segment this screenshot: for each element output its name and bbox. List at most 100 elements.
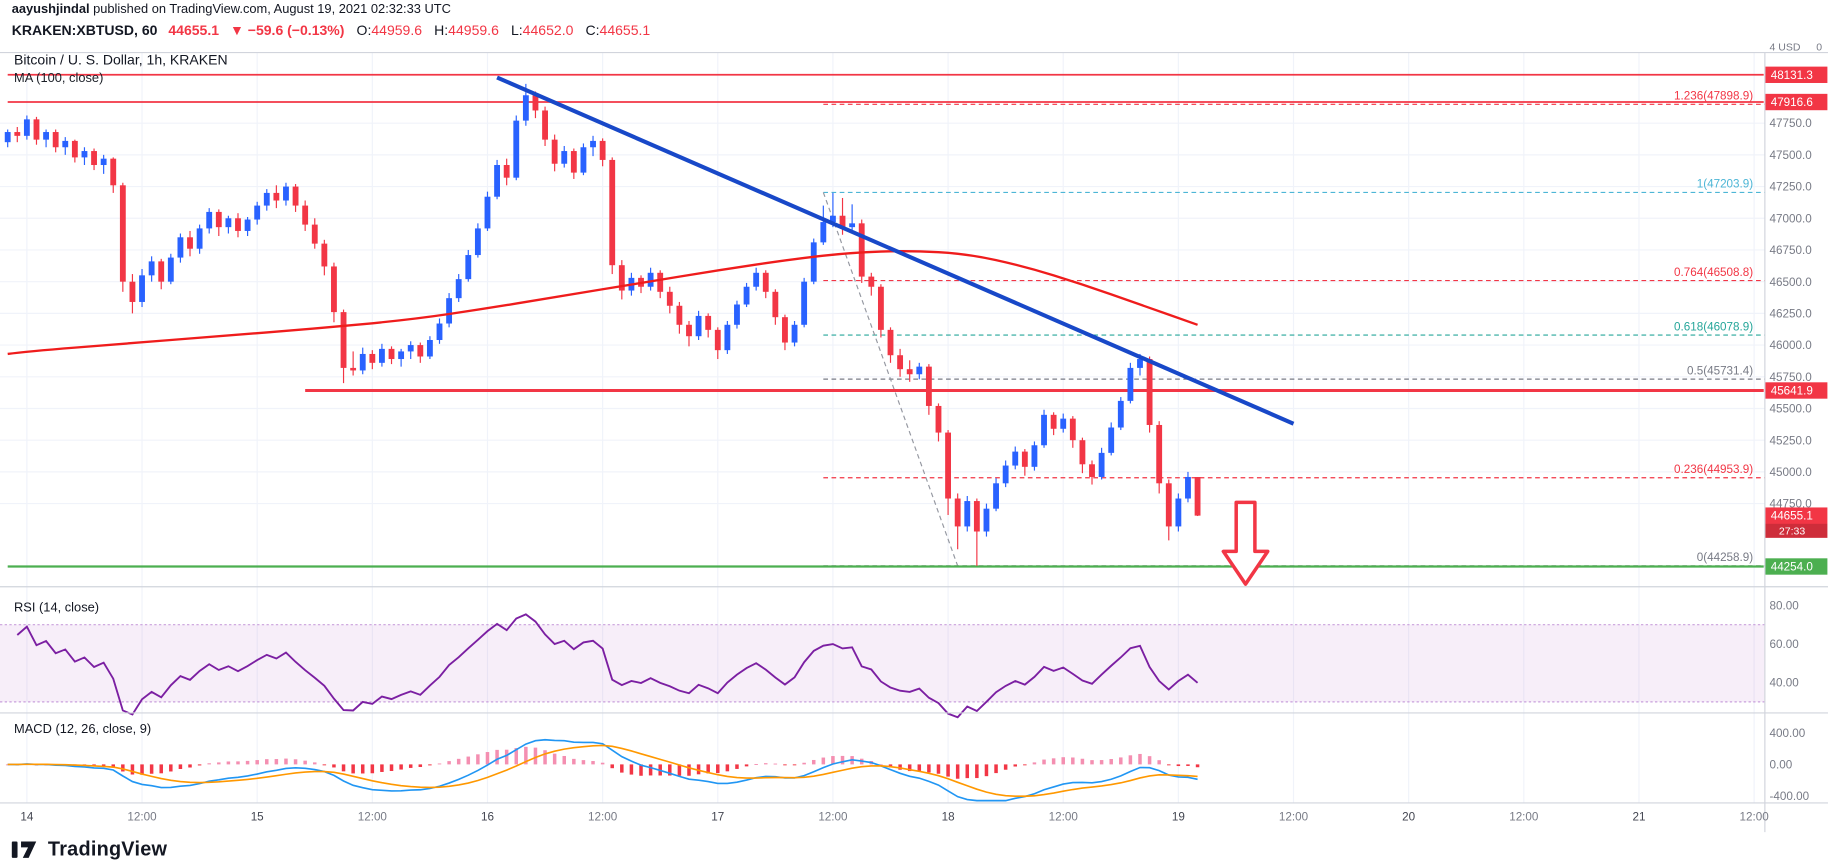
candle xyxy=(993,483,999,509)
candle xyxy=(983,508,990,532)
time-tick: 12:00 xyxy=(1049,810,1079,823)
candle xyxy=(695,315,702,337)
candle xyxy=(590,140,596,148)
candle xyxy=(148,261,155,276)
fib-level-label: 0.236(44953.9) xyxy=(1674,463,1753,476)
time-tick: 20 xyxy=(1402,810,1415,823)
svg-text:44655.1: 44655.1 xyxy=(1771,510,1813,523)
candle xyxy=(1146,359,1153,425)
candle xyxy=(1098,452,1105,477)
candle xyxy=(1050,414,1057,429)
candle xyxy=(436,323,443,341)
price-axis[interactable]: 4 USD 0 47750.0 47500.0 47250.0 47000.0 46750.… xyxy=(1765,42,1828,575)
price-change: ▼ −59.6 (−0.13%) xyxy=(229,22,345,39)
candle xyxy=(714,329,721,351)
candle xyxy=(868,276,875,287)
fib-retracement: 1.236(47898.9) 1(47203.9) 0.764(46508.8) 0.… xyxy=(822,90,1765,567)
price-badge xyxy=(1765,93,1828,111)
price-tick: 46000.0 xyxy=(1770,339,1813,352)
price-tick: 46750.0 xyxy=(1770,244,1813,257)
candle xyxy=(23,119,30,136)
candles-layer[interactable] xyxy=(4,83,1201,566)
candle xyxy=(657,272,664,292)
close-value: 44655.1 xyxy=(599,22,651,39)
candle xyxy=(897,355,904,370)
candle xyxy=(570,151,577,173)
tradingview-logo[interactable]: TradingView xyxy=(11,838,167,861)
trendline[interactable] xyxy=(496,75,1295,426)
time-tick: 21 xyxy=(1632,810,1645,823)
price-tick: 45750.0 xyxy=(1770,371,1813,384)
candle xyxy=(369,353,376,363)
candle xyxy=(830,215,836,223)
candle xyxy=(321,243,328,267)
time-axis[interactable]: 14 12:00 15 12:00 16 12:00 17 12:00 18 12:00 19 12:… xyxy=(20,810,1769,823)
candle xyxy=(686,324,692,337)
time-tick: 14 xyxy=(20,810,33,823)
rsi-indicator-label[interactable]: RSI (14, close) xyxy=(14,600,100,615)
candle xyxy=(1194,477,1201,516)
candle xyxy=(100,158,107,166)
indicator-axis[interactable]: 80.00 60.00 40.00 400.00 0.00 -400.00 xyxy=(1770,600,1810,804)
axis-top-note: 4 USD xyxy=(1770,42,1801,53)
price-tick: 45500.0 xyxy=(1770,403,1813,416)
candle xyxy=(906,369,913,375)
close-label: C: xyxy=(585,22,600,39)
candle xyxy=(964,501,971,527)
candle xyxy=(522,95,529,121)
candle xyxy=(14,132,21,136)
candle xyxy=(254,205,261,220)
candle xyxy=(810,242,817,282)
symbol-name[interactable]: KRAKEN:XBTUSD, 60 xyxy=(11,22,158,39)
candle xyxy=(1156,424,1163,484)
time-tick: 15 xyxy=(251,810,264,823)
chart-canvas[interactable]: 1.236(47898.9) 1(47203.9) 0.764(46508.8) 0.… xyxy=(0,42,1828,867)
candle xyxy=(734,304,740,325)
time-tick: 18 xyxy=(942,810,955,823)
macd-indicator-label[interactable]: MACD (12, 26, close, 9) xyxy=(14,722,152,737)
candle xyxy=(235,218,241,231)
macd-signal-line xyxy=(7,744,1198,798)
price-tick: 45000.0 xyxy=(1770,466,1813,479)
candle xyxy=(167,257,174,282)
author-name[interactable]: aayushjindal xyxy=(11,2,90,17)
candle xyxy=(666,291,673,306)
high-label: H: xyxy=(434,22,449,39)
rsi-tick: 60.00 xyxy=(1770,638,1800,651)
candle xyxy=(340,312,347,368)
candle xyxy=(1069,418,1076,441)
chart-area[interactable]: 1.236(47898.9) 1(47203.9) 0.764(46508.8) 0.… xyxy=(0,42,1828,867)
horizontal-lines[interactable] xyxy=(7,73,1764,568)
fib-level-label: 0(44258.9) xyxy=(1697,551,1754,564)
rsi-tick: 40.00 xyxy=(1770,677,1800,690)
low-label: L: xyxy=(510,22,523,39)
candle xyxy=(359,353,366,371)
candle xyxy=(379,348,385,363)
attribution-text: published on TradingView.com, August 19,… xyxy=(93,2,451,17)
candle xyxy=(426,340,433,357)
candle xyxy=(388,348,395,360)
candle xyxy=(43,132,49,140)
open-label: O: xyxy=(356,22,372,39)
ma-line[interactable] xyxy=(7,250,1198,356)
candle xyxy=(187,237,193,249)
pane-title[interactable]: Bitcoin / U. S. Dollar, 1h, KRAKEN xyxy=(14,51,228,68)
candle xyxy=(474,228,481,256)
candle xyxy=(225,218,232,228)
candle xyxy=(1021,451,1028,467)
ma-indicator-label[interactable]: MA (100, close) xyxy=(14,71,104,86)
candle xyxy=(177,237,184,258)
rsi-band xyxy=(0,624,1765,703)
candle xyxy=(1041,414,1047,446)
candle xyxy=(91,151,97,166)
candle xyxy=(551,139,558,164)
tradingview-logo-icon xyxy=(11,841,37,858)
candle xyxy=(331,266,337,313)
candle xyxy=(762,272,769,292)
down-arrow-annotation[interactable] xyxy=(1221,500,1270,586)
candle xyxy=(743,286,750,305)
candle xyxy=(1012,451,1019,466)
rsi-tick: 80.00 xyxy=(1770,600,1800,613)
candle xyxy=(935,405,942,433)
fib-level-label: 0.618(46078.9) xyxy=(1674,320,1753,333)
